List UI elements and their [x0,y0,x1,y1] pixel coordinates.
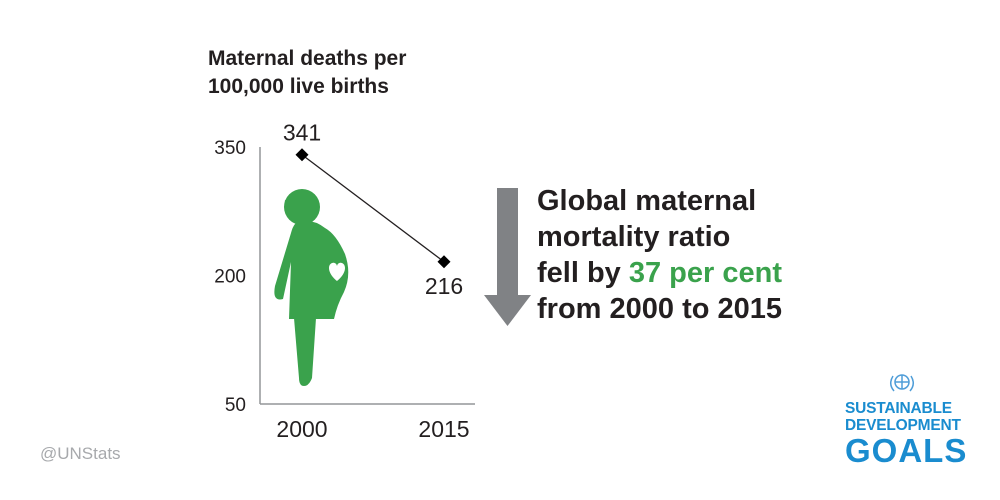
y-tick-label: 350 [214,138,246,159]
headline-line-3-prefix: fell by [537,257,629,289]
sdg-logo-line-1: SUSTAINABLE [845,400,952,417]
twitter-handle: @UNStats [40,444,121,463]
series-line [301,154,445,263]
pregnant-woman-icon [274,189,349,386]
data-point [437,255,451,269]
data-label: 341 [283,120,321,146]
sdg-logo-line-2: DEVELOPMENT [845,417,961,434]
headline-line-3: fell by 37 per cent [537,255,837,291]
headline-highlight: 37 per cent [628,257,782,289]
data-label: 216 [425,273,463,299]
y-axis-title-line-1: Maternal deaths per [208,47,406,70]
sdg-logo: SUSTAINABLE DEVELOPMENT GOALS [845,372,975,467]
headline-line-2: mortality ratio [537,221,731,253]
sdg-logo-line-3: GOALS [845,432,968,469]
y-axis-title-line-2: 100,000 live births [208,75,389,98]
y-tick-label: 50 [225,395,246,416]
data-point [295,148,309,162]
headline-line-1: Global maternal [537,185,757,217]
y-tick-label: 200 [214,267,246,288]
down-arrow-icon [484,188,531,326]
headline: Global maternal mortality ratio fell by … [537,183,837,327]
x-tick-label: 2015 [418,416,469,442]
un-emblem-icon [890,374,914,392]
headline-line-4: from 2000 to 2015 [537,293,783,325]
x-tick-label: 2000 [276,416,327,442]
